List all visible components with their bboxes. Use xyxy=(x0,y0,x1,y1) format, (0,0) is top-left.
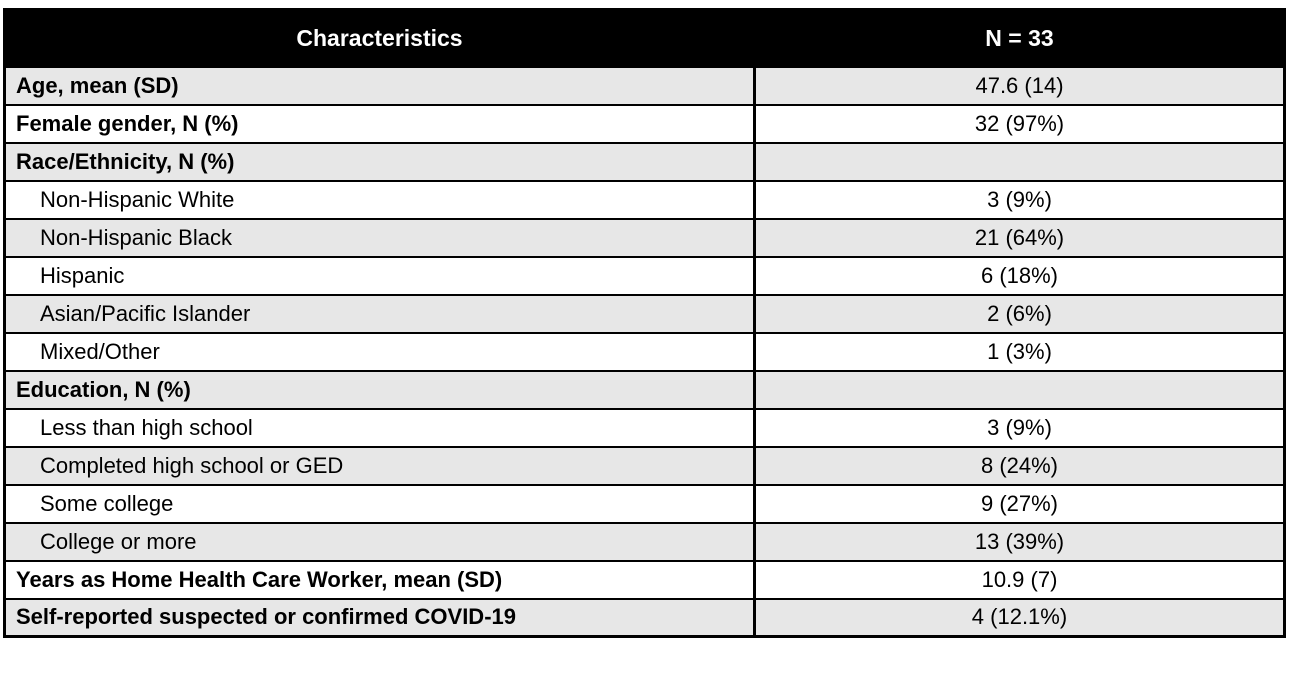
row-value: 6 (18%) xyxy=(753,255,1286,296)
row-label: Completed high school or GED xyxy=(3,445,756,486)
table-row: Race/Ethnicity, N (%) xyxy=(3,141,1286,182)
characteristics-table: Characteristics N = 33 Age, mean (SD) 47… xyxy=(3,8,1286,638)
row-label: Age, mean (SD) xyxy=(3,65,756,106)
table-row: Less than high school 3 (9%) xyxy=(3,407,1286,448)
row-label: Education, N (%) xyxy=(3,369,756,410)
row-value: 13 (39%) xyxy=(753,521,1286,562)
header-cell-n: N = 33 xyxy=(753,8,1286,68)
table-row: Years as Home Health Care Worker, mean (… xyxy=(3,559,1286,600)
table-row: Education, N (%) xyxy=(3,369,1286,410)
row-value: 4 (12.1%) xyxy=(753,597,1286,638)
row-value: 10.9 (7) xyxy=(753,559,1286,600)
row-value: 8 (24%) xyxy=(753,445,1286,486)
row-label: Race/Ethnicity, N (%) xyxy=(3,141,756,182)
table-row: Self-reported suspected or confirmed COV… xyxy=(3,597,1286,638)
table-row: Completed high school or GED 8 (24%) xyxy=(3,445,1286,486)
table-row: College or more 13 (39%) xyxy=(3,521,1286,562)
row-value xyxy=(753,141,1286,182)
row-value: 2 (6%) xyxy=(753,293,1286,334)
table-row: Age, mean (SD) 47.6 (14) xyxy=(3,65,1286,106)
row-label: Non-Hispanic White xyxy=(3,179,756,220)
row-value: 32 (97%) xyxy=(753,103,1286,144)
row-label: Mixed/Other xyxy=(3,331,756,372)
row-value: 47.6 (14) xyxy=(753,65,1286,106)
page: Characteristics N = 33 Age, mean (SD) 47… xyxy=(3,8,1286,638)
table-row: Non-Hispanic White 3 (9%) xyxy=(3,179,1286,220)
row-label: College or more xyxy=(3,521,756,562)
row-label: Hispanic xyxy=(3,255,756,296)
row-value: 21 (64%) xyxy=(753,217,1286,258)
row-value: 3 (9%) xyxy=(753,407,1286,448)
row-label: Less than high school xyxy=(3,407,756,448)
row-value: 1 (3%) xyxy=(753,331,1286,372)
table-row: Hispanic 6 (18%) xyxy=(3,255,1286,296)
header-cell-characteristics: Characteristics xyxy=(3,8,756,68)
table-row: Asian/Pacific Islander 2 (6%) xyxy=(3,293,1286,334)
row-value: 9 (27%) xyxy=(753,483,1286,524)
table-header: Characteristics N = 33 xyxy=(3,8,1286,68)
row-value: 3 (9%) xyxy=(753,179,1286,220)
row-label: Some college xyxy=(3,483,756,524)
row-label: Non-Hispanic Black xyxy=(3,217,756,258)
table-row: Female gender, N (%) 32 (97%) xyxy=(3,103,1286,144)
table-row: Some college 9 (27%) xyxy=(3,483,1286,524)
row-label: Asian/Pacific Islander xyxy=(3,293,756,334)
table-row: Mixed/Other 1 (3%) xyxy=(3,331,1286,372)
row-label: Years as Home Health Care Worker, mean (… xyxy=(3,559,756,600)
table-body: Age, mean (SD) 47.6 (14) Female gender, … xyxy=(3,65,1286,638)
row-value xyxy=(753,369,1286,410)
header-row: Characteristics N = 33 xyxy=(3,8,1286,68)
row-label: Female gender, N (%) xyxy=(3,103,756,144)
row-label: Self-reported suspected or confirmed COV… xyxy=(3,597,756,638)
table-row: Non-Hispanic Black 21 (64%) xyxy=(3,217,1286,258)
